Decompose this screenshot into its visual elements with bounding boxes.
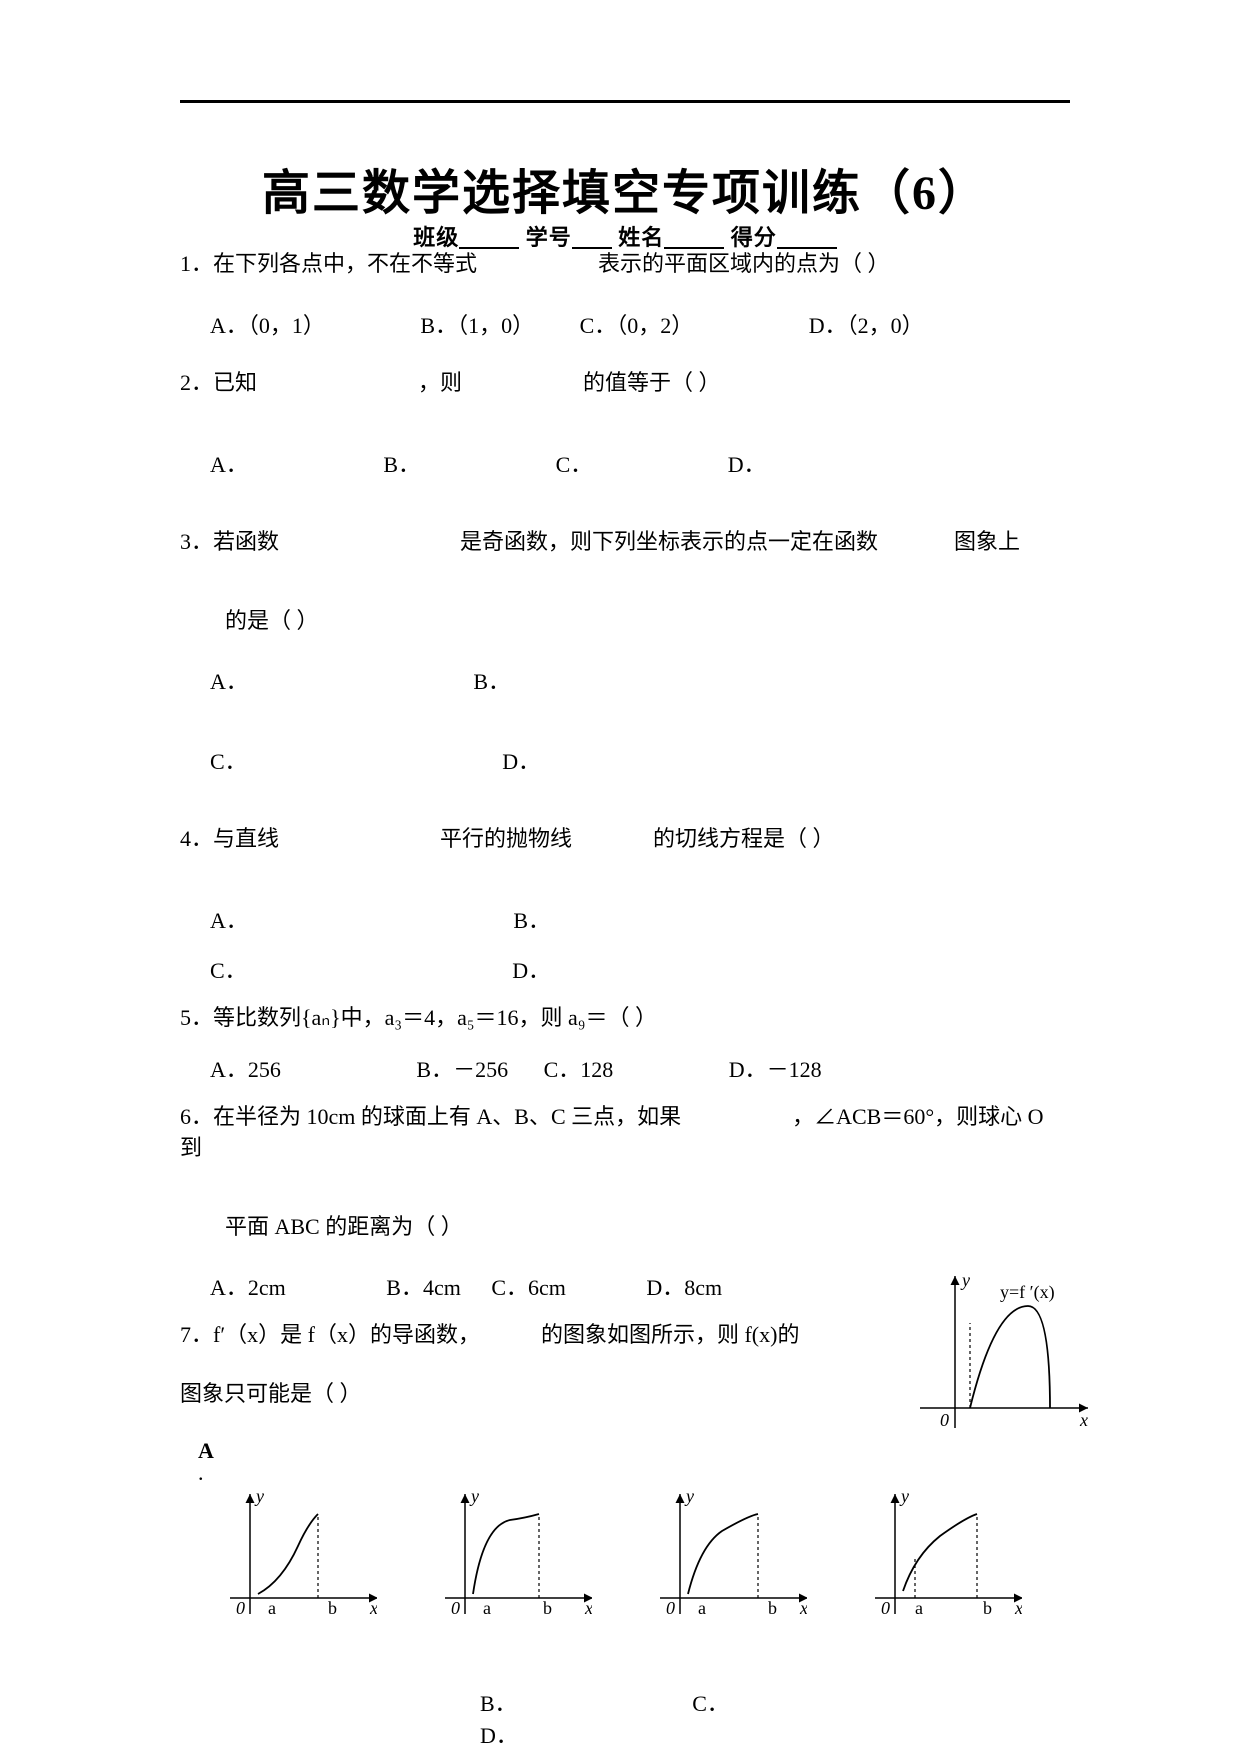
q1-D: D．（2，0） xyxy=(809,308,924,340)
gD-a: a xyxy=(915,1598,923,1618)
gD-o: 0 xyxy=(881,1598,890,1618)
q1-C: C．（0，2） xyxy=(580,308,694,340)
gB-a: a xyxy=(483,1598,491,1618)
derivative-graph: y x 0 y=f ′(x) xyxy=(910,1268,1100,1448)
q4-A: A． xyxy=(210,903,248,935)
gA-o: 0 xyxy=(236,1598,245,1618)
q1-A: A．（0，1） xyxy=(210,308,325,340)
q4-C: C． xyxy=(210,953,247,985)
q5-A: A．256 xyxy=(210,1052,281,1084)
q3-C: C． xyxy=(210,744,247,776)
q7-B: B． xyxy=(480,1686,517,1718)
q3-D: D． xyxy=(502,744,540,776)
q6-A: A．2cm xyxy=(210,1270,286,1302)
graph-A: y x 0 a b xyxy=(210,1486,377,1626)
q3-stem-a: 3．若函数 xyxy=(180,529,279,554)
gC-x: x xyxy=(799,1598,807,1618)
q4-options-ab: A． B． xyxy=(210,903,1070,935)
blank-score xyxy=(777,225,837,249)
gD-y: y xyxy=(899,1486,909,1506)
q7-options-bcd: B． C． D． xyxy=(480,1686,1070,1750)
q7-D: D． xyxy=(480,1718,518,1750)
gC-b: b xyxy=(768,1598,777,1618)
blank-id xyxy=(572,225,612,249)
gA-b: b xyxy=(328,1598,337,1618)
graph-C: y x 0 a b xyxy=(640,1486,807,1626)
page-title: 高三数学选择填空专项训练（6） xyxy=(180,153,1070,223)
q3-stem-b: 是奇函数，则下列坐标表示的点一定在函数 xyxy=(460,529,878,554)
q4-stem-c: 的切线方程是（ ） xyxy=(653,826,835,851)
gD-x: x xyxy=(1014,1598,1022,1618)
graph-B: y x 0 a b xyxy=(425,1486,592,1626)
gC-a: a xyxy=(698,1598,706,1618)
gD-b: b xyxy=(983,1598,992,1618)
q2-stem-b: ，则 xyxy=(418,370,462,395)
q5-options: A．256 B．－256 C．128 D．－128 xyxy=(210,1052,1070,1084)
q6-D: D．8cm xyxy=(646,1270,722,1302)
q3-options-cd: C． D． xyxy=(210,744,1070,776)
origin-label: 0 xyxy=(940,1410,949,1430)
q2-stem-a: 2．已知 xyxy=(180,370,257,395)
q5-stem: 5．等比数列{aₙ}中，a₃＝4，a₅＝16，则 a₉＝（ ） xyxy=(180,1003,1070,1034)
q2-stem-c: 的值等于（ ） xyxy=(583,370,721,395)
q1-stem-a: 1．在下列各点中，不在不等式 xyxy=(180,251,477,276)
x-axis-label: x xyxy=(1079,1410,1088,1430)
q6-B: B．4cm xyxy=(386,1270,461,1302)
q5-C: C．128 xyxy=(544,1052,614,1084)
q7-stem-b: 的图象如图所示，则 f(x)的 xyxy=(541,1322,799,1347)
blank-class xyxy=(459,225,519,249)
q2-A: A． xyxy=(210,447,248,479)
q5-B: B．－256 xyxy=(416,1052,508,1084)
q2-B: B． xyxy=(383,447,420,479)
gB-x: x xyxy=(584,1598,592,1618)
option-graphs-row: y x 0 a b y x 0 a b y x 0 a xyxy=(210,1486,1070,1626)
q7-stem-a: 7．f′（x）是 f（x）的导函数， xyxy=(180,1322,480,1347)
q3-A: A． xyxy=(210,664,248,696)
q6-C: C．6cm xyxy=(491,1270,566,1302)
gB-o: 0 xyxy=(451,1598,460,1618)
q6-stem: 6．在半径为 10cm 的球面上有 A、B、C 三点，如果 ，∠ACB＝60°，… xyxy=(180,1102,1070,1164)
q2-D: D． xyxy=(728,447,766,479)
gA-x: x xyxy=(369,1598,377,1618)
info-line: 班级 学号 姓名 得分 xyxy=(180,225,1070,249)
q6-stem-c: 平面 ABC 的距离为（ ） xyxy=(225,1212,1070,1243)
q2-stem: 2．已知 ，则 的值等于（ ） xyxy=(180,368,1070,399)
q5-D: D．－128 xyxy=(729,1052,822,1084)
q3-stem-c: 图象上 xyxy=(954,529,1020,554)
deriv-label: y=f ′(x) xyxy=(1000,1282,1055,1303)
q2-C: C． xyxy=(556,447,593,479)
gA-a: a xyxy=(268,1598,276,1618)
gA-y: y xyxy=(254,1486,264,1506)
label-score: 得分 xyxy=(731,225,777,250)
q3-options-ab: A． B． xyxy=(210,664,1070,696)
q2-options: A． B． C． D． xyxy=(210,447,1070,479)
graph-D: y x 0 a b xyxy=(855,1486,1022,1626)
gC-y: y xyxy=(684,1486,694,1506)
label-id: 学号 xyxy=(526,225,572,250)
q1-stem: 1．在下列各点中，不在不等式 表示的平面区域内的点为（ ） xyxy=(180,249,1070,280)
gB-y: y xyxy=(469,1486,479,1506)
decorative-dot: . xyxy=(198,1472,1070,1474)
blank-name xyxy=(664,225,724,249)
q7-C: C． xyxy=(692,1686,729,1718)
label-class: 班级 xyxy=(413,225,459,250)
q6-stem-a: 6．在半径为 10cm 的球面上有 A、B、C 三点，如果 xyxy=(180,1104,681,1129)
q1-B: B．（1，0） xyxy=(420,308,534,340)
q3-B: B． xyxy=(473,664,510,696)
gC-o: 0 xyxy=(666,1598,675,1618)
q4-stem: 4．与直线 平行的抛物线 的切线方程是（ ） xyxy=(180,824,1070,855)
q3-stem: 3．若函数 是奇函数，则下列坐标表示的点一定在函数 图象上 xyxy=(180,527,1070,558)
q1-options: A．（0，1） B．（1，0） C．（0，2） D．（2，0） xyxy=(210,308,1070,340)
q4-D: D． xyxy=(512,953,550,985)
q3-stem-d: 的是（ ） xyxy=(225,606,1070,637)
q1-stem-b: 表示的平面区域内的点为（ ） xyxy=(598,251,890,276)
label-name: 姓名 xyxy=(618,225,664,250)
q4-stem-a: 4．与直线 xyxy=(180,826,279,851)
q4-stem-b: 平行的抛物线 xyxy=(440,826,572,851)
y-axis-label: y xyxy=(960,1270,970,1290)
q4-options-cd: C． D． xyxy=(210,953,1070,985)
gB-b: b xyxy=(543,1598,552,1618)
top-rule xyxy=(180,100,1070,103)
q4-B: B． xyxy=(513,903,550,935)
